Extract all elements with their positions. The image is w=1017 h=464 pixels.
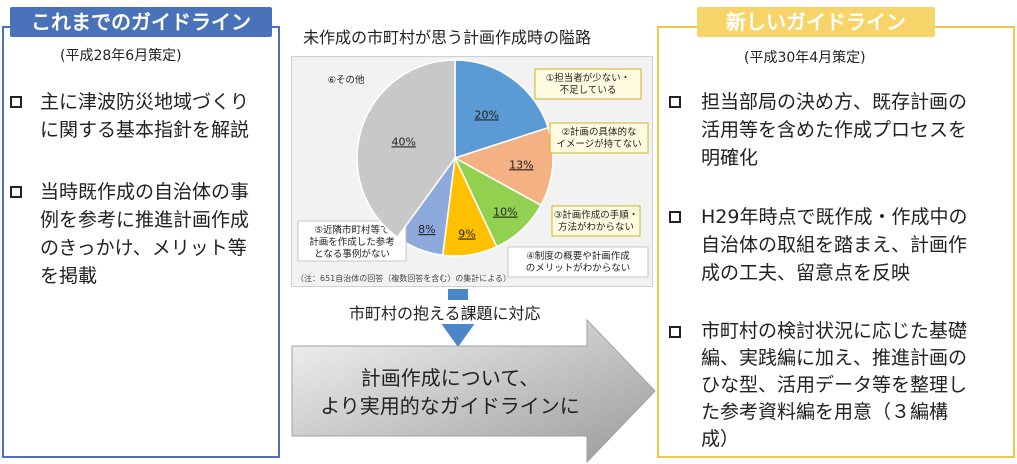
slice-category-label: ②計画の具体的な: [561, 126, 636, 138]
new-guideline-item-3: 市町村の検討状況に応じた基礎 編、実践編に加え、推進計画の ひな型、活用データ等…: [669, 318, 1011, 453]
slice-value-label: 9%: [458, 227, 475, 240]
item-line: 自治体の取組を踏まえ、計画作: [701, 234, 968, 256]
arrow-line: より実用的なガイドラインに: [320, 394, 580, 418]
item-line: 例を参考に推進計画作成: [40, 209, 250, 231]
slice-category-label: となる事例がない: [314, 248, 390, 260]
old-guideline-item-1: 主に津波防災地域づくり に関する基本指針を解説: [10, 88, 278, 144]
item-line: 成）: [701, 428, 740, 450]
item-line: 成の工夫、留意点を反映: [701, 262, 911, 284]
old-guideline-date: (平成28年6月策定): [60, 48, 182, 64]
old-guideline-item-2: 当時既作成の自治体の事 例を参考に推進計画作成 のきっかけ、メリット等 を掲載: [10, 178, 278, 290]
slice-category-label: 方法がわからない: [558, 221, 634, 233]
slice-category-label: 計画を作成した参考: [309, 236, 395, 248]
item-line: ひな型、活用データ等を整理し: [701, 374, 968, 396]
item-line: を掲載: [40, 265, 98, 287]
chart-title: 未作成の市町村が思う計画作成時の隘路: [303, 28, 592, 47]
slice-callout-box: [549, 122, 649, 154]
slice-category-label: ⑥その他: [327, 74, 365, 86]
slice-category-label: ⑤近隣市町村等で: [314, 224, 389, 236]
slice-callout-box: [507, 246, 649, 278]
new-guideline-item-2: H29年時点で既作成・作成中の 自治体の取組を踏まえ、計画作 成の工夫、留意点を…: [669, 203, 1011, 287]
item-line: 当時既作成の自治体の事: [40, 181, 250, 203]
slice-callout-box: [551, 205, 641, 237]
item-line: のきっかけ、メリット等: [40, 237, 247, 259]
slice-callout-box: [297, 220, 407, 262]
chart-note: （注：651自治体の回答（複数回答を含む）の集計による）: [296, 273, 511, 283]
new-guideline-title: 新しいガイドライン: [697, 7, 935, 37]
checkbox-bullet-icon: [10, 186, 22, 198]
slice-category-label: 不足している: [560, 85, 617, 96]
slice-callout-box: [534, 68, 642, 100]
new-guideline-item-1: 担当部局の決め方、既存計画の 活用等を含めた作成プロセスを 明確化: [669, 88, 1011, 172]
slice-value-label: 20%: [474, 108, 498, 121]
slice-category-label: ①担当者が少ない・: [546, 72, 631, 84]
item-line: 主に津波防災地域づくり: [40, 91, 250, 113]
slice-category-label: イメージが持てない: [556, 138, 641, 150]
item-line: 担当部局の決め方、既存計画の: [701, 91, 968, 113]
item-line: 市町村の検討状況に応じた基礎: [701, 320, 968, 342]
old-guideline-title: これまでのガイドライン: [10, 7, 272, 37]
checkbox-bullet-icon: [669, 326, 681, 338]
new-guideline-date: (平成30年4月策定): [744, 50, 866, 66]
pie-slice: [356, 59, 456, 239]
item-line: 明確化: [701, 147, 759, 169]
checkbox-bullet-icon: [10, 96, 22, 108]
item-line: H29年時点で既作成・作成中の: [701, 206, 968, 228]
slice-value-label: 10%: [493, 206, 517, 219]
checkbox-bullet-icon: [669, 96, 681, 108]
pie-chart-panel: 20% ①担当者が少ない・ 不足している 13% ②計画の具体的な イメージが持てない 10…: [291, 56, 653, 287]
response-label: 市町村の抱える課題に対応: [345, 300, 545, 324]
slice-category-label: のメリットがわからない: [526, 262, 631, 274]
checkbox-bullet-icon: [669, 211, 681, 223]
pie-slice: [453, 126, 554, 207]
pie-slice: [454, 59, 550, 160]
slice-category-label: ③計画作成の手順・: [554, 209, 639, 221]
big-arrow-icon: [291, 318, 656, 464]
item-line: 活用等を含めた作成プロセスを: [701, 119, 968, 141]
slice-value-label: 8%: [418, 223, 435, 236]
arrow-message: 計画作成について、 より実用的なガイドラインに: [300, 364, 600, 420]
arrow-line: 計画作成について、: [360, 366, 540, 390]
item-line: に関する基本指針を解説: [40, 119, 250, 141]
item-line: た参考資料編を用意（３編構: [701, 401, 949, 423]
slice-value-label: 13%: [509, 158, 533, 171]
slice-value-label: 40%: [392, 135, 416, 148]
slice-category-label: ④制度の概要や計画作成: [526, 250, 630, 262]
item-line: 編、実践編に加え、推進計画の: [701, 347, 968, 369]
